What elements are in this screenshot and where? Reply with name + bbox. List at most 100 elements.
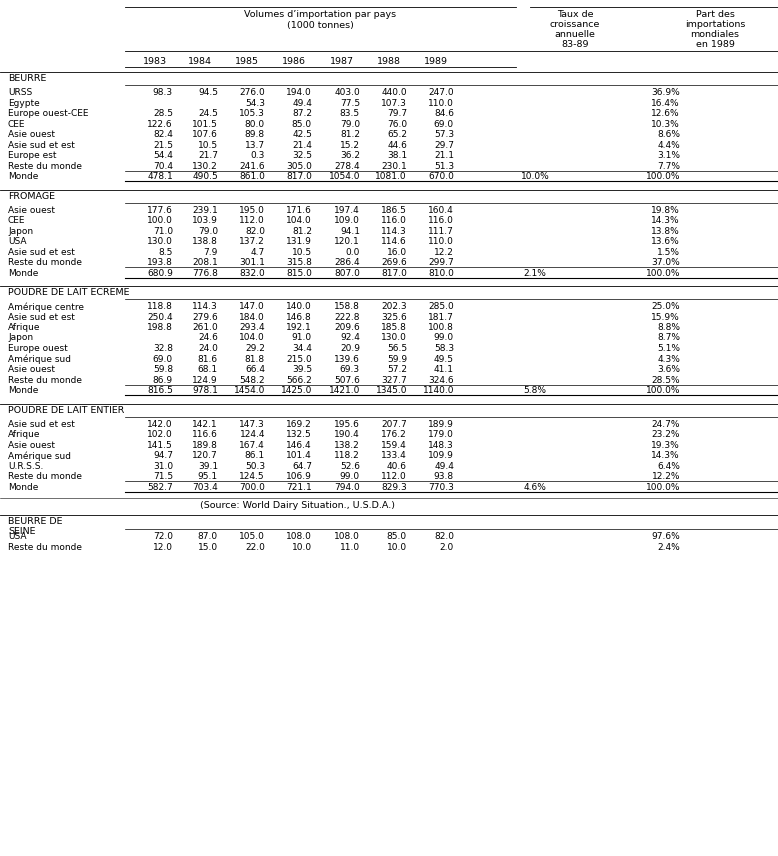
- Text: 100.0: 100.0: [147, 216, 173, 225]
- Text: 1425.0: 1425.0: [281, 386, 312, 395]
- Text: 40.6: 40.6: [387, 461, 407, 471]
- Text: 198.8: 198.8: [147, 323, 173, 332]
- Text: 6.4%: 6.4%: [657, 461, 680, 471]
- Text: 278.4: 278.4: [335, 162, 360, 170]
- Text: 286.4: 286.4: [335, 258, 360, 267]
- Text: 94.5: 94.5: [198, 88, 218, 97]
- Text: 13.7: 13.7: [245, 140, 265, 150]
- Text: 100.8: 100.8: [428, 323, 454, 332]
- Text: 104.0: 104.0: [240, 334, 265, 342]
- Text: 138.2: 138.2: [335, 441, 360, 449]
- Text: 116.0: 116.0: [381, 216, 407, 225]
- Text: 56.5: 56.5: [387, 344, 407, 353]
- Text: 582.7: 582.7: [147, 483, 173, 491]
- Text: 209.6: 209.6: [335, 323, 360, 332]
- Text: 507.6: 507.6: [334, 376, 360, 384]
- Text: 81.6: 81.6: [198, 354, 218, 364]
- Text: 279.6: 279.6: [192, 312, 218, 322]
- Text: 189.9: 189.9: [428, 419, 454, 429]
- Text: (1000 tonnes): (1000 tonnes): [286, 21, 353, 30]
- Text: BEURRE DE: BEURRE DE: [8, 517, 62, 526]
- Text: 139.6: 139.6: [334, 354, 360, 364]
- Text: 141.5: 141.5: [147, 441, 173, 449]
- Text: 85.0: 85.0: [292, 120, 312, 128]
- Text: 112.0: 112.0: [381, 472, 407, 481]
- Text: 305.0: 305.0: [286, 162, 312, 170]
- Text: 109.0: 109.0: [334, 216, 360, 225]
- Text: 13.6%: 13.6%: [651, 237, 680, 246]
- Text: 1140.0: 1140.0: [422, 386, 454, 395]
- Text: 120.1: 120.1: [335, 237, 360, 246]
- Text: 29.2: 29.2: [245, 344, 265, 353]
- Text: Asie sud et est: Asie sud et est: [8, 312, 75, 322]
- Text: 101.5: 101.5: [192, 120, 218, 128]
- Text: CEE: CEE: [8, 120, 26, 128]
- Text: 54.4: 54.4: [153, 151, 173, 160]
- Text: 440.0: 440.0: [381, 88, 407, 97]
- Text: 241.6: 241.6: [240, 162, 265, 170]
- Text: 25.0%: 25.0%: [651, 302, 680, 311]
- Text: POUDRE DE LAIT ECREME: POUDRE DE LAIT ECREME: [8, 288, 129, 297]
- Text: 116.0: 116.0: [428, 216, 454, 225]
- Text: Afrique: Afrique: [8, 323, 40, 332]
- Text: 12.2%: 12.2%: [651, 472, 680, 481]
- Text: 197.4: 197.4: [335, 205, 360, 215]
- Text: 81.2: 81.2: [292, 227, 312, 235]
- Text: 82.4: 82.4: [153, 130, 173, 139]
- Text: 10.5: 10.5: [198, 140, 218, 150]
- Text: 105.0: 105.0: [239, 532, 265, 541]
- Text: 16.0: 16.0: [387, 247, 407, 257]
- Text: 2.0: 2.0: [440, 543, 454, 551]
- Text: 118.8: 118.8: [147, 302, 173, 311]
- Text: 1.5%: 1.5%: [657, 247, 680, 257]
- Text: 861.0: 861.0: [239, 172, 265, 181]
- Text: 24.5: 24.5: [198, 109, 218, 118]
- Text: 0.0: 0.0: [345, 247, 360, 257]
- Text: 120.7: 120.7: [192, 451, 218, 460]
- Text: 721.1: 721.1: [286, 483, 312, 491]
- Text: 111.7: 111.7: [428, 227, 454, 235]
- Text: 20.9: 20.9: [340, 344, 360, 353]
- Text: 195.6: 195.6: [334, 419, 360, 429]
- Text: 21.4: 21.4: [292, 140, 312, 150]
- Text: 1984: 1984: [188, 57, 212, 66]
- Text: 116.6: 116.6: [192, 430, 218, 439]
- Text: FROMAGE: FROMAGE: [8, 192, 55, 200]
- Text: 23.2%: 23.2%: [651, 430, 680, 439]
- Text: 84.6: 84.6: [434, 109, 454, 118]
- Text: 160.4: 160.4: [428, 205, 454, 215]
- Text: Reste du monde: Reste du monde: [8, 376, 82, 384]
- Text: 124.9: 124.9: [192, 376, 218, 384]
- Text: 54.3: 54.3: [245, 98, 265, 108]
- Text: 4.6%: 4.6%: [524, 483, 546, 491]
- Text: mondiales: mondiales: [691, 30, 740, 39]
- Text: Taux de: Taux de: [557, 10, 594, 19]
- Text: 181.7: 181.7: [428, 312, 454, 322]
- Text: 159.4: 159.4: [381, 441, 407, 449]
- Text: 71.5: 71.5: [152, 472, 173, 481]
- Text: 315.8: 315.8: [286, 258, 312, 267]
- Text: 109.9: 109.9: [428, 451, 454, 460]
- Text: Egypte: Egypte: [8, 98, 40, 108]
- Text: 99.0: 99.0: [340, 472, 360, 481]
- Text: 1983: 1983: [143, 57, 167, 66]
- Text: 1986: 1986: [282, 57, 306, 66]
- Text: 105.3: 105.3: [239, 109, 265, 118]
- Text: 10.0%: 10.0%: [520, 172, 549, 181]
- Text: 82.0: 82.0: [434, 532, 454, 541]
- Text: 189.8: 189.8: [192, 441, 218, 449]
- Text: Europe est: Europe est: [8, 151, 57, 160]
- Text: 68.1: 68.1: [198, 365, 218, 374]
- Text: 37.0%: 37.0%: [651, 258, 680, 267]
- Text: 87.0: 87.0: [198, 532, 218, 541]
- Text: 169.2: 169.2: [286, 419, 312, 429]
- Text: 1987: 1987: [330, 57, 354, 66]
- Text: 14.3%: 14.3%: [651, 451, 680, 460]
- Text: 0.3: 0.3: [251, 151, 265, 160]
- Text: 548.2: 548.2: [240, 376, 265, 384]
- Text: Europe ouest: Europe ouest: [8, 344, 68, 353]
- Text: 185.8: 185.8: [381, 323, 407, 332]
- Text: Asie sud et est: Asie sud et est: [8, 419, 75, 429]
- Text: Reste du monde: Reste du monde: [8, 258, 82, 267]
- Text: 19.8%: 19.8%: [651, 205, 680, 215]
